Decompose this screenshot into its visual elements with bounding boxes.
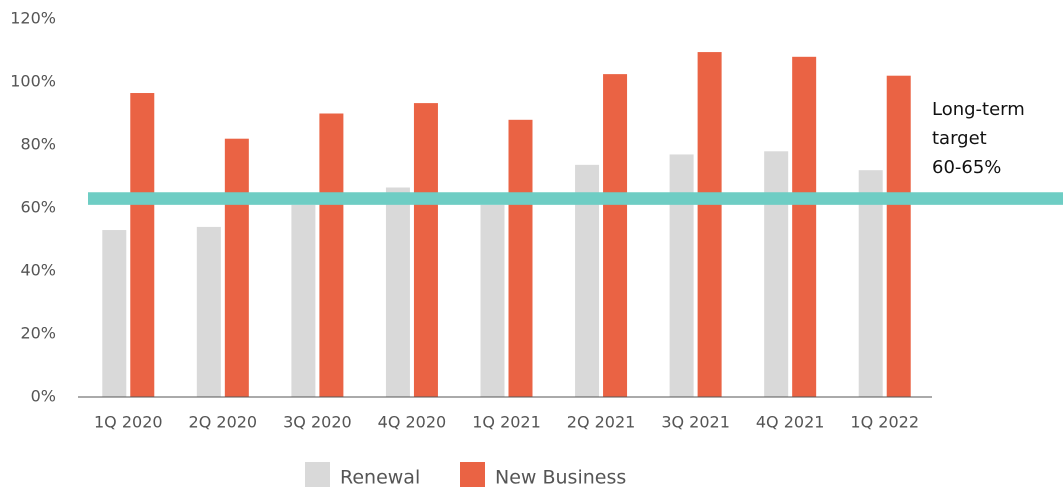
x-tick-label: 2Q 2021 <box>567 413 636 432</box>
bar <box>413 103 438 397</box>
bar <box>385 187 410 397</box>
x-tick-label: 4Q 2021 <box>756 413 825 432</box>
target-band <box>88 192 1063 205</box>
bar <box>603 74 628 397</box>
bar <box>858 170 883 397</box>
bar <box>102 230 127 397</box>
bar <box>196 226 221 397</box>
x-tick-label: 3Q 2020 <box>283 413 352 432</box>
annotation: 60-65% <box>932 157 1001 178</box>
bar <box>319 113 344 397</box>
bar <box>291 204 316 397</box>
bar <box>480 204 505 397</box>
annotation: target <box>932 128 987 149</box>
legend-swatch <box>305 462 330 487</box>
y-tick-label: 60% <box>20 198 56 217</box>
annotation: Long-term <box>932 99 1025 120</box>
x-tick-label: 4Q 2020 <box>378 413 447 432</box>
x-tick-label: 1Q 2022 <box>850 413 919 432</box>
y-tick-label: 0% <box>31 387 56 406</box>
bar <box>130 93 155 398</box>
x-tick-label: 1Q 2020 <box>94 413 163 432</box>
y-tick-label: 120% <box>10 9 56 28</box>
x-tick-label: 1Q 2021 <box>472 413 541 432</box>
legend-swatch <box>460 462 485 487</box>
legend-label: New Business <box>495 467 626 487</box>
y-tick-label: 100% <box>10 72 56 91</box>
y-tick-label: 80% <box>20 135 56 154</box>
legend-label: Renewal <box>340 467 420 487</box>
x-tick-label: 3Q 2021 <box>661 413 730 432</box>
bar <box>669 154 694 397</box>
bar <box>886 75 911 397</box>
y-tick-label: 40% <box>20 261 56 280</box>
x-tick-label: 2Q 2020 <box>189 413 258 432</box>
bar <box>508 119 533 398</box>
bar <box>764 151 789 397</box>
y-tick-label: 20% <box>20 324 56 343</box>
bar <box>224 138 249 397</box>
bar <box>697 52 722 397</box>
bar <box>792 56 817 398</box>
